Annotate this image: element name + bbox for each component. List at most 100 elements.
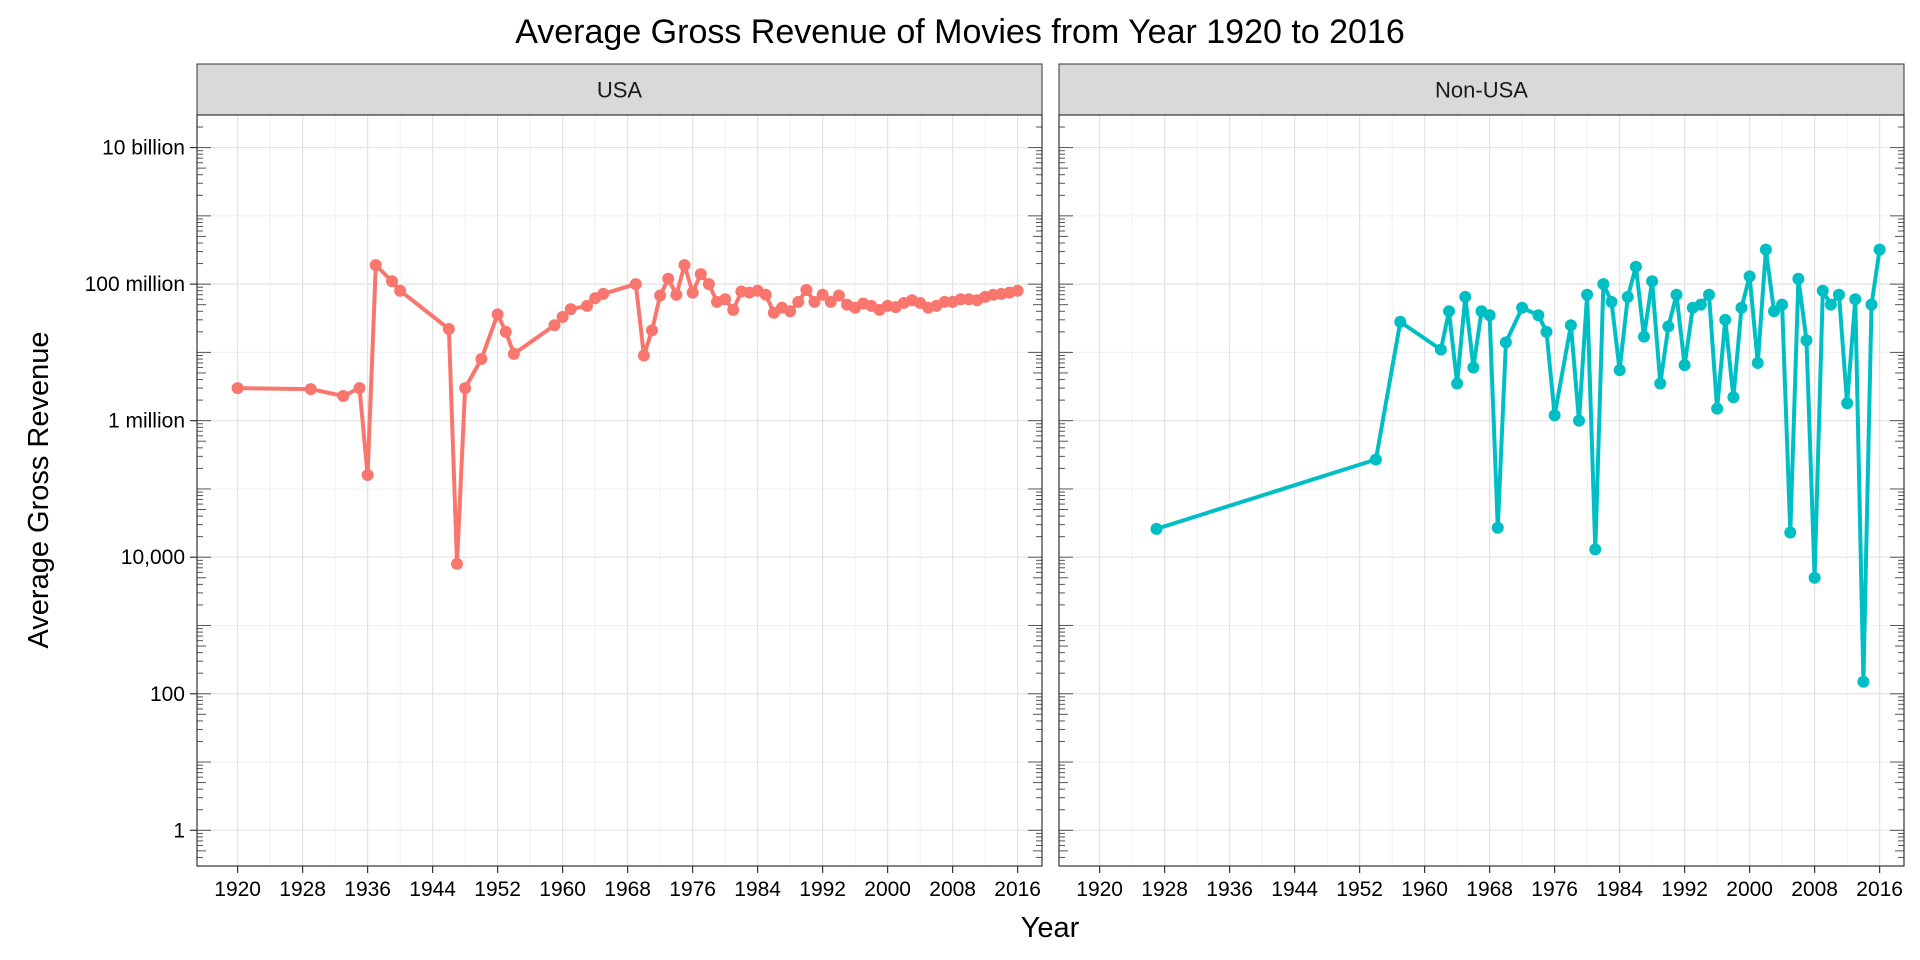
facet-strip-label: Non-USA xyxy=(1435,78,1528,103)
data-point xyxy=(394,284,407,297)
data-point xyxy=(1833,288,1845,301)
data-point xyxy=(1703,288,1715,301)
data-point xyxy=(442,323,455,336)
data-point xyxy=(1540,325,1553,338)
data-point xyxy=(1768,305,1780,318)
data-point xyxy=(670,288,683,301)
x-tick-label: 2008 xyxy=(929,878,976,901)
data-point xyxy=(1532,309,1545,322)
data-point xyxy=(1597,278,1610,291)
data-point xyxy=(1678,359,1691,372)
data-point xyxy=(1516,301,1529,314)
data-point xyxy=(1800,334,1813,347)
data-point xyxy=(499,325,512,338)
x-tick-label: 1928 xyxy=(1141,878,1188,901)
data-point xyxy=(832,289,845,302)
data-point xyxy=(759,288,772,301)
data-point xyxy=(304,383,317,396)
data-point xyxy=(1849,293,1862,306)
x-tick-label: 1992 xyxy=(799,878,846,901)
data-point xyxy=(686,286,699,299)
data-point xyxy=(654,289,667,302)
x-tick-label: 1984 xyxy=(1596,878,1643,901)
data-point xyxy=(451,557,463,570)
x-tick-label: 1920 xyxy=(214,878,261,901)
x-tick-label: 1976 xyxy=(669,878,716,901)
data-point xyxy=(800,284,813,297)
data-point xyxy=(475,353,488,366)
x-tick-label: 2016 xyxy=(1856,878,1903,901)
data-point xyxy=(1621,290,1634,303)
data-point xyxy=(629,278,642,291)
data-point xyxy=(1589,543,1602,556)
data-point xyxy=(1573,414,1585,427)
data-point xyxy=(386,275,398,288)
data-point xyxy=(459,382,472,395)
data-point xyxy=(1873,243,1886,256)
data-point xyxy=(816,288,829,301)
y-tick-label: 100 million xyxy=(85,273,185,296)
data-point xyxy=(1451,377,1464,390)
chart-title: Average Gross Revenue of Movies from Yea… xyxy=(515,13,1405,51)
x-tick-label: 2016 xyxy=(994,878,1041,901)
data-point xyxy=(808,295,821,308)
data-point xyxy=(1638,330,1650,343)
x-tick-label: 1952 xyxy=(1336,878,1383,901)
panel-background xyxy=(197,115,1042,866)
panel-background xyxy=(1059,115,1904,866)
data-point xyxy=(678,259,691,272)
data-point xyxy=(361,469,374,482)
data-point xyxy=(369,259,382,272)
x-tick-label: 1944 xyxy=(1271,878,1318,901)
data-point xyxy=(1483,309,1496,322)
data-point xyxy=(1011,284,1024,297)
x-axis-title: Year xyxy=(1021,912,1080,944)
x-tick-label: 2008 xyxy=(1791,878,1838,901)
data-point xyxy=(548,319,561,332)
facet-panel-1: Non-USA 1920 1928 1936 1944 1952 1960 1968 1976 1… xyxy=(1058,63,1905,901)
x-tick-label: 1968 xyxy=(604,878,651,901)
data-point xyxy=(1792,272,1805,285)
data-point xyxy=(1784,526,1797,539)
data-point xyxy=(1824,298,1837,311)
data-point xyxy=(1841,397,1854,410)
data-point xyxy=(637,349,650,362)
panels: USA 1920 1928 1936 1944 1952 1960 1968 1976 1984 1… xyxy=(85,63,1905,901)
panel-border xyxy=(196,114,1043,867)
data-point xyxy=(353,382,366,395)
x-tick-label: 1960 xyxy=(1401,878,1448,901)
x-tick-label: 1984 xyxy=(734,878,781,901)
x-tick-label: 2000 xyxy=(864,878,911,901)
x-tick-label: 1976 xyxy=(1531,878,1578,901)
data-point xyxy=(702,278,715,291)
data-point xyxy=(727,303,740,316)
x-tick-label: 2000 xyxy=(1726,878,1773,901)
y-tick-label: 10 billion xyxy=(102,137,185,160)
data-point xyxy=(1548,409,1561,422)
y-tick-label: 10,000 xyxy=(121,546,185,569)
data-point xyxy=(1443,305,1455,318)
data-point xyxy=(1369,453,1382,466)
data-point xyxy=(1605,295,1618,308)
data-point xyxy=(564,303,577,316)
x-tick-label: 1960 xyxy=(539,878,586,901)
data-point xyxy=(719,293,732,306)
data-point xyxy=(1564,319,1577,332)
data-point xyxy=(1865,298,1878,311)
data-point xyxy=(792,295,805,308)
panel-border xyxy=(1058,114,1905,867)
data-point xyxy=(337,389,350,402)
data-point xyxy=(1743,270,1756,283)
facet-panel-0: USA 1920 1928 1936 1944 1952 1960 1968 1976 1984 1… xyxy=(85,63,1043,901)
x-tick-label: 1936 xyxy=(344,878,391,901)
data-point xyxy=(1459,290,1472,303)
y-tick-label: 1 xyxy=(173,819,185,842)
data-point xyxy=(1719,313,1732,326)
data-point xyxy=(1491,521,1504,534)
facet-strip-label: USA xyxy=(597,78,643,103)
data-point xyxy=(1735,301,1748,314)
x-tick-label: 1992 xyxy=(1661,878,1708,901)
data-point xyxy=(1499,336,1512,349)
